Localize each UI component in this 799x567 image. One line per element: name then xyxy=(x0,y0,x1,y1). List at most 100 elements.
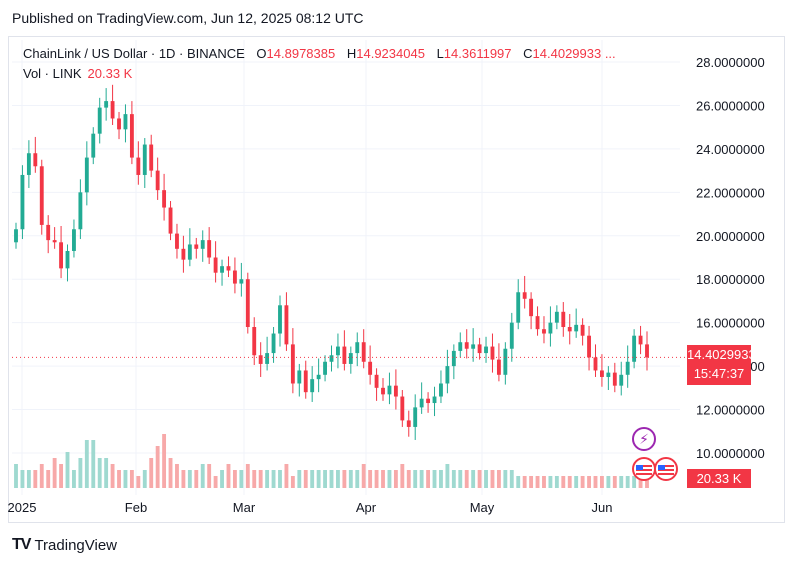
volume-bar xyxy=(612,476,617,488)
candle-body xyxy=(451,350,456,367)
volume-bar xyxy=(52,458,57,488)
open-label: O xyxy=(256,46,267,61)
volume-bar xyxy=(632,476,637,488)
volume-bar xyxy=(142,470,147,488)
x-tick-label: Jun xyxy=(592,500,613,515)
candle-body xyxy=(33,153,38,167)
tradingview-logo-icon: TV xyxy=(12,536,31,553)
volume-legend: Vol · LINK 20.33 K xyxy=(23,66,132,81)
volume-value: 20.33 K xyxy=(87,66,133,81)
x-tick-label: May xyxy=(470,500,495,515)
candle-body xyxy=(278,305,282,334)
volume-bar xyxy=(400,464,405,488)
candle-body xyxy=(110,101,115,119)
volume-label[interactable]: Vol · LINK xyxy=(23,66,82,81)
us-flag-icon[interactable] xyxy=(654,457,678,481)
candle-body xyxy=(14,229,18,243)
x-tick-label: 2025 xyxy=(8,500,37,515)
volume-bar xyxy=(554,476,559,488)
candle-body xyxy=(200,240,205,249)
candle-body xyxy=(432,396,437,404)
volume-bar xyxy=(529,476,534,488)
candle-body xyxy=(329,355,334,362)
volume-bar xyxy=(426,470,431,488)
candle-body xyxy=(245,279,250,328)
low-label: L xyxy=(436,46,444,61)
candle-body xyxy=(155,170,160,191)
candle-body xyxy=(78,192,83,230)
volume-bar xyxy=(155,446,160,488)
candle-body xyxy=(593,357,598,371)
candle-body xyxy=(181,248,186,260)
footer-brand[interactable]: TV TradingView xyxy=(12,536,117,554)
candle-body xyxy=(142,144,147,175)
candle-body xyxy=(265,353,270,364)
volume-bar xyxy=(645,476,649,488)
lightning-bolt-icon[interactable]: ⚡ xyxy=(632,427,656,451)
high-value: 14.9234045 xyxy=(356,46,425,61)
volume-bar xyxy=(149,458,154,488)
volume-bar xyxy=(561,476,566,488)
volume-bar xyxy=(451,470,456,488)
volume-bar xyxy=(59,464,64,488)
candle-body xyxy=(574,324,579,332)
close-value: 14.4029933 ... xyxy=(532,46,616,61)
volume-bar xyxy=(168,458,173,488)
volume-bar xyxy=(207,464,212,488)
candle-body xyxy=(220,266,224,273)
volume-bar xyxy=(509,470,514,488)
candle-body xyxy=(374,374,379,388)
candle-body xyxy=(226,266,231,271)
candle-body xyxy=(271,333,276,354)
volume-bar xyxy=(471,470,476,488)
us-flag-icon[interactable] xyxy=(632,457,656,481)
candle-body xyxy=(117,118,121,130)
volume-bar xyxy=(477,470,482,488)
candle-body xyxy=(59,242,64,269)
volume-bar xyxy=(175,464,179,488)
volume-bar xyxy=(297,470,302,488)
volume-bar xyxy=(329,470,334,488)
candle-body xyxy=(355,342,360,354)
candle-body xyxy=(548,322,553,334)
candle-body xyxy=(348,353,353,364)
volume-bar xyxy=(46,470,51,488)
volume-bar xyxy=(625,476,630,488)
candle-body xyxy=(342,346,347,364)
volume-bar xyxy=(593,476,598,488)
candle-body xyxy=(239,279,244,284)
candle-body xyxy=(587,335,591,358)
candle-body xyxy=(445,366,450,384)
volume-bar xyxy=(136,476,141,488)
y-tick-label: 24.0000000 xyxy=(696,142,765,157)
volume-bar xyxy=(439,470,443,488)
candle-body xyxy=(129,114,134,158)
volume-bar xyxy=(535,476,540,488)
candle-body xyxy=(168,207,173,234)
last-price-tag: 14.4029933 15:47:37 xyxy=(687,345,756,385)
candle-body xyxy=(252,327,257,356)
volume-bar xyxy=(226,464,231,488)
volume-bar xyxy=(278,470,282,488)
y-tick-label: 18.0000000 xyxy=(696,272,765,287)
volume-bar xyxy=(580,476,585,488)
volume-bar xyxy=(381,470,385,488)
volume-bar xyxy=(464,470,469,488)
volume-bar xyxy=(181,470,186,488)
candle-body xyxy=(316,374,321,380)
low-value: 14.3611997 xyxy=(443,46,512,61)
volume-bar xyxy=(336,470,340,488)
candle-body xyxy=(567,327,572,332)
volume-bar xyxy=(374,470,379,488)
published-note: Published on TradingView.com, Jun 12, 20… xyxy=(12,10,364,26)
candle-body xyxy=(20,174,25,230)
volume-bar xyxy=(368,470,373,488)
candle-body xyxy=(516,292,521,323)
candle-body xyxy=(599,370,604,377)
symbol-title[interactable]: ChainLink / US Dollar · 1D · BINANCE xyxy=(23,46,245,61)
volume-bar xyxy=(104,458,109,488)
candle-body xyxy=(39,166,44,225)
candle-body xyxy=(290,344,295,384)
volume-bar xyxy=(220,470,224,488)
